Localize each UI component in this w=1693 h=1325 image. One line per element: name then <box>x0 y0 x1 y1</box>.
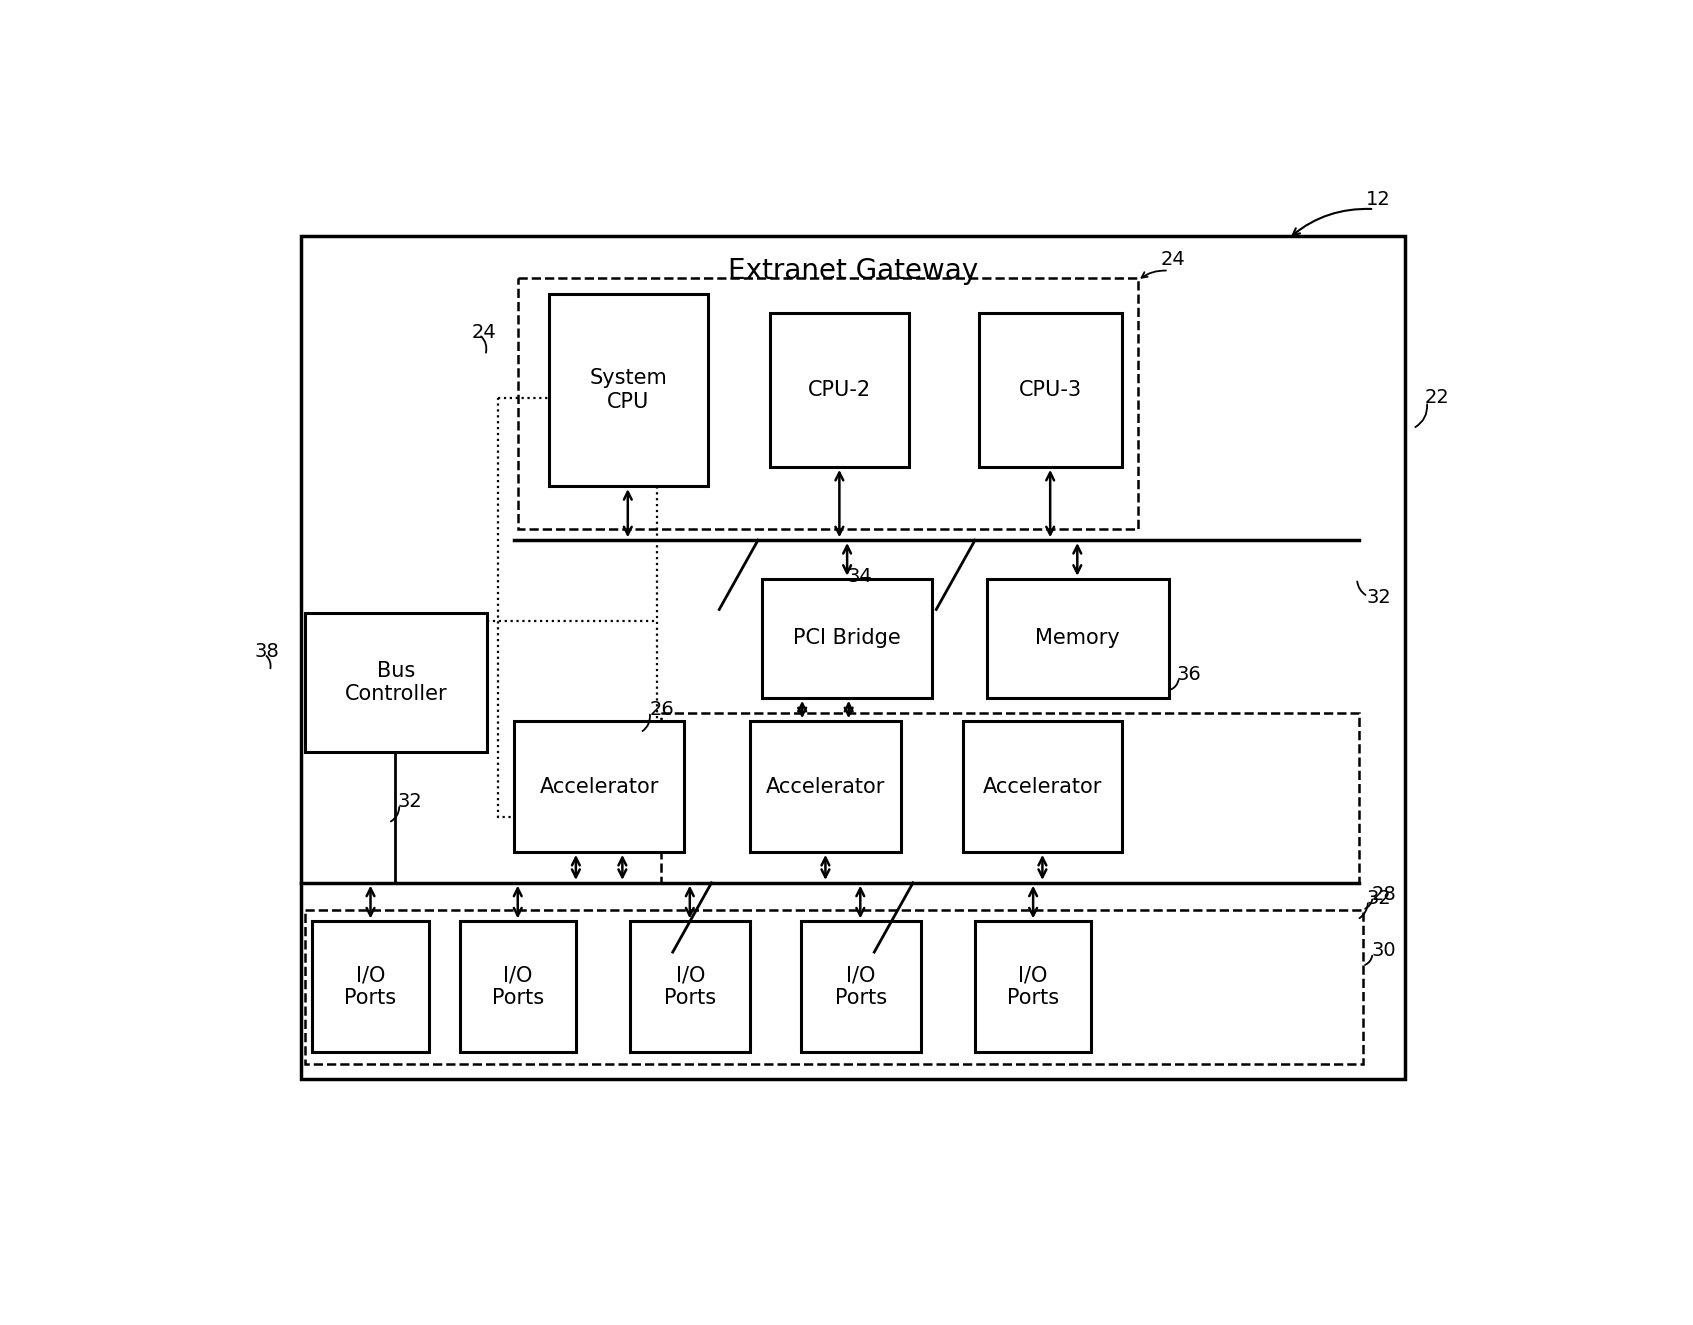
Bar <box>498 398 657 818</box>
Text: 26: 26 <box>650 700 674 719</box>
Text: Extranet Gateway: Extranet Gateway <box>728 257 979 285</box>
Text: Accelerator: Accelerator <box>767 776 885 796</box>
Bar <box>963 721 1122 852</box>
Text: 36: 36 <box>1177 665 1202 685</box>
Text: 12: 12 <box>1366 189 1392 208</box>
Text: CPU-3: CPU-3 <box>1019 380 1082 400</box>
Bar <box>801 921 921 1052</box>
Bar <box>459 921 576 1052</box>
Bar <box>518 278 1138 529</box>
Bar <box>762 579 933 698</box>
Text: Accelerator: Accelerator <box>984 776 1102 796</box>
Text: I/O
Ports: I/O Ports <box>344 965 396 1008</box>
Text: I/O
Ports: I/O Ports <box>664 965 716 1008</box>
Bar <box>301 236 1405 1079</box>
Text: 30: 30 <box>1371 941 1397 961</box>
Text: I/O
Ports: I/O Ports <box>835 965 887 1008</box>
Text: I/O
Ports: I/O Ports <box>1007 965 1060 1008</box>
Bar <box>662 713 1358 882</box>
Text: 38: 38 <box>254 643 279 661</box>
Text: PCI Bridge: PCI Bridge <box>794 628 901 648</box>
Bar <box>750 721 901 852</box>
Text: I/O
Ports: I/O Ports <box>491 965 543 1008</box>
Bar <box>515 721 684 852</box>
Text: 32: 32 <box>1366 588 1392 607</box>
Bar <box>549 294 708 486</box>
Bar <box>770 313 909 466</box>
Text: 24: 24 <box>1161 249 1185 269</box>
Bar <box>630 921 750 1052</box>
Bar <box>975 921 1092 1052</box>
Text: System
CPU: System CPU <box>589 368 667 412</box>
Bar <box>979 313 1122 466</box>
Bar <box>313 921 428 1052</box>
Text: Accelerator: Accelerator <box>540 776 659 796</box>
Text: 32: 32 <box>398 792 422 811</box>
Bar <box>305 910 1363 1064</box>
Text: 24: 24 <box>471 323 496 342</box>
Text: Bus
Controller: Bus Controller <box>344 661 447 704</box>
Text: 32: 32 <box>1366 889 1392 908</box>
Text: 22: 22 <box>1424 388 1449 407</box>
Text: 34: 34 <box>846 567 872 586</box>
Bar <box>987 579 1168 698</box>
Text: 28: 28 <box>1371 885 1397 904</box>
Text: CPU-2: CPU-2 <box>808 380 870 400</box>
Text: Memory: Memory <box>1036 628 1121 648</box>
Bar <box>305 613 488 751</box>
